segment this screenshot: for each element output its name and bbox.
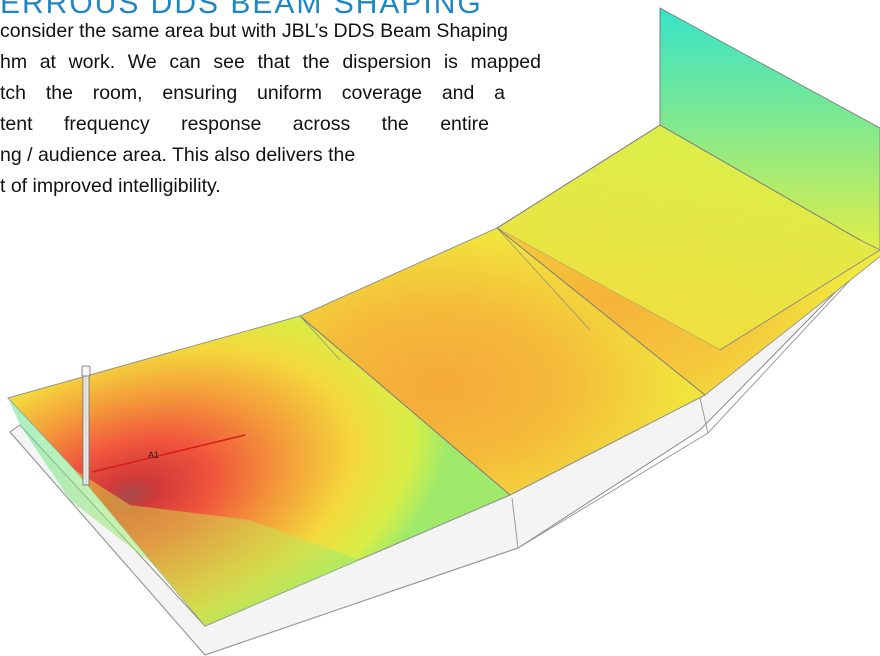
description-line-5: ng / audience area. This also delivers t… bbox=[0, 144, 356, 166]
description-line-4: tent frequency response across the entir… bbox=[0, 113, 489, 135]
page-heading: ERROUS DDS BEAM SHAPING bbox=[0, 0, 483, 20]
coverage-low-front bbox=[75, 470, 360, 626]
array-label: A1 bbox=[148, 450, 159, 460]
description-paragraph: consider the same area but with JBL’s DD… bbox=[0, 16, 568, 202]
description-line-3: tch the room, ensuring uniform coverage … bbox=[0, 82, 505, 104]
speaker-array bbox=[81, 365, 91, 486]
description-line-1: consider the same area but with JBL’s DD… bbox=[0, 20, 508, 42]
array-aim-line bbox=[91, 434, 246, 473]
description-line-2: hm at work. We can see that the dispersi… bbox=[0, 51, 541, 73]
description-line-6: t of improved intelligibility. bbox=[0, 175, 221, 197]
audience-floor-section-3b bbox=[497, 228, 720, 395]
audience-floor-front-edge bbox=[8, 398, 205, 626]
